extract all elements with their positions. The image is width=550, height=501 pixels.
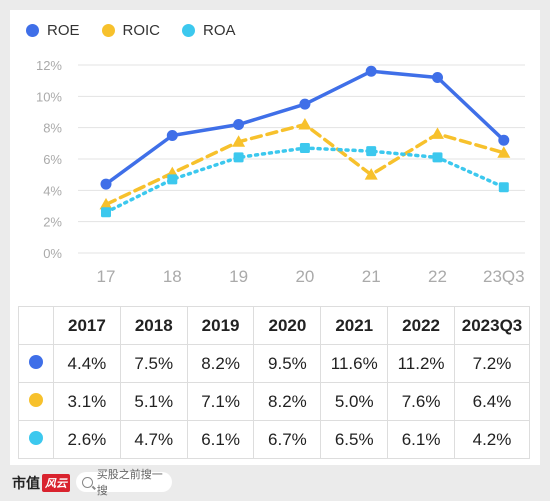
search-icon bbox=[82, 476, 93, 488]
table-cell: 8.2% bbox=[186, 344, 255, 383]
x-tick-label: 20 bbox=[295, 267, 314, 286]
footer-bar: 市值 风云 买股之前搜一搜 bbox=[0, 465, 550, 501]
table-cell: 6.1% bbox=[387, 420, 455, 459]
row-key-roa bbox=[18, 420, 54, 459]
data-point-roe bbox=[299, 98, 311, 110]
table-cell: 4.2% bbox=[454, 420, 530, 459]
table-row: 2.6% 4.7% 6.1% 6.7% 6.5% 6.1% 4.2% bbox=[18, 420, 530, 459]
table-header-cell: 2023Q3 bbox=[454, 306, 530, 345]
data-point-roe bbox=[233, 119, 245, 131]
table-cell: 5.1% bbox=[119, 382, 188, 421]
chart-card: ROE ROIC ROA 0% 2% 4% 6% 8% 10% 12% 17 18 19 20 21… bbox=[10, 10, 540, 465]
table-header-row: 2017 2018 2019 2020 2021 2022 2023Q3 bbox=[18, 306, 530, 345]
data-point-roe bbox=[166, 130, 178, 141]
data-point-roa bbox=[167, 174, 178, 185]
y-axis-ticks: 0% 2% 4% 6% 8% 10% 12% bbox=[36, 58, 62, 261]
table-cell: 6.1% bbox=[186, 420, 255, 459]
data-point-roa bbox=[299, 143, 310, 154]
legend-label-roic: ROIC bbox=[122, 22, 161, 39]
legend-item-roa: ROA bbox=[182, 22, 236, 39]
table-header-cell: 2019 bbox=[186, 306, 255, 345]
table-header-cell: 2017 bbox=[53, 306, 121, 345]
table-cell: 6.4% bbox=[454, 382, 530, 421]
data-point-roa bbox=[432, 152, 443, 163]
y-tick-label: 6% bbox=[43, 152, 62, 167]
x-axis-ticks: 17 18 19 20 21 22 23Q3 bbox=[97, 267, 525, 286]
series-line-roic bbox=[104, 122, 506, 207]
x-tick-label: 22 bbox=[428, 267, 447, 286]
data-point-roa bbox=[366, 146, 377, 157]
legend-item-roe: ROE bbox=[26, 22, 80, 39]
row-key-roe bbox=[18, 344, 54, 383]
y-tick-label: 4% bbox=[43, 183, 62, 198]
table-cell: 3.1% bbox=[53, 382, 121, 421]
table-cell: 4.7% bbox=[119, 420, 188, 459]
legend-label-roa: ROA bbox=[203, 22, 236, 39]
table-cell: 7.1% bbox=[186, 382, 255, 421]
data-point-roe bbox=[498, 134, 510, 146]
series-line-roa bbox=[104, 146, 506, 215]
row-key-roic bbox=[18, 382, 54, 421]
row-marker bbox=[29, 430, 43, 445]
data-point-roa bbox=[233, 152, 244, 163]
gridlines bbox=[78, 64, 525, 254]
x-tick-label: 23Q3 bbox=[483, 267, 525, 286]
search-box[interactable]: 买股之前搜一搜 bbox=[76, 469, 172, 497]
table-cell: 11.6% bbox=[320, 344, 389, 383]
data-point-roa bbox=[498, 182, 509, 193]
row-marker bbox=[29, 392, 43, 407]
legend-marker-roa bbox=[182, 24, 196, 37]
brand-mark: 风云 bbox=[42, 474, 70, 492]
data-point-roic bbox=[497, 146, 511, 158]
data-point-roic bbox=[232, 135, 246, 147]
data-point-roic bbox=[99, 197, 113, 210]
series-group bbox=[99, 65, 511, 218]
x-tick-label: 18 bbox=[163, 267, 182, 286]
table-cell: 6.5% bbox=[320, 420, 389, 459]
table-header-cell: 2018 bbox=[119, 306, 188, 345]
table-header-cell: 2021 bbox=[320, 306, 389, 345]
table-cell: 6.7% bbox=[253, 420, 322, 459]
legend-item-roic: ROIC bbox=[101, 22, 161, 39]
data-point-roic bbox=[364, 168, 378, 180]
table-cell: 9.5% bbox=[253, 344, 322, 383]
legend-label-roe: ROE bbox=[47, 22, 80, 39]
y-tick-label: 0% bbox=[43, 246, 62, 261]
table-cell: 8.2% bbox=[253, 382, 322, 421]
legend-marker-roe bbox=[26, 24, 39, 37]
table-row: 3.1% 5.1% 7.1% 8.2% 5.0% 7.6% 6.4% bbox=[18, 382, 530, 421]
y-tick-label: 10% bbox=[36, 89, 62, 104]
x-tick-label: 19 bbox=[229, 267, 248, 286]
table-header-cell: 2020 bbox=[253, 306, 322, 345]
table-cell: 7.6% bbox=[387, 382, 455, 421]
y-tick-label: 8% bbox=[43, 121, 62, 136]
table-row: 4.4% 7.5% 8.2% 9.5% 11.6% 11.2% 7.2% bbox=[18, 344, 530, 383]
data-point-roa bbox=[101, 207, 111, 218]
brand-logo: 市值 风云 bbox=[12, 473, 70, 493]
table-cell: 4.4% bbox=[53, 344, 121, 383]
legend: ROE ROIC ROA bbox=[26, 22, 236, 39]
y-tick-label: 2% bbox=[43, 215, 62, 230]
legend-marker-roic bbox=[101, 24, 115, 37]
table-header-cell: 2022 bbox=[387, 306, 455, 345]
table-cell: 2.6% bbox=[53, 420, 121, 459]
brand-text: 市值 bbox=[12, 475, 40, 491]
data-point-roe bbox=[432, 72, 443, 84]
table-cell: 5.0% bbox=[320, 382, 389, 421]
data-point-roic bbox=[298, 118, 312, 130]
table-corner-cell bbox=[18, 306, 54, 345]
data-table: 2017 2018 2019 2020 2021 2022 2023Q3 4.4… bbox=[18, 306, 530, 459]
x-tick-label: 21 bbox=[362, 267, 381, 286]
table-cell: 7.5% bbox=[119, 344, 188, 383]
table-cell: 11.2% bbox=[387, 344, 455, 383]
search-placeholder: 买股之前搜一搜 bbox=[96, 469, 163, 497]
row-marker bbox=[29, 354, 43, 369]
data-point-roe bbox=[365, 65, 377, 77]
x-tick-label: 17 bbox=[97, 267, 116, 286]
data-point-roic bbox=[431, 127, 444, 139]
table-cell: 7.2% bbox=[454, 344, 530, 383]
line-chart: 0% 2% 4% 6% 8% 10% 12% 17 18 19 20 21 22 23Q3 bbox=[36, 58, 525, 286]
data-point-roe bbox=[100, 178, 112, 190]
y-tick-label: 12% bbox=[36, 58, 62, 73]
